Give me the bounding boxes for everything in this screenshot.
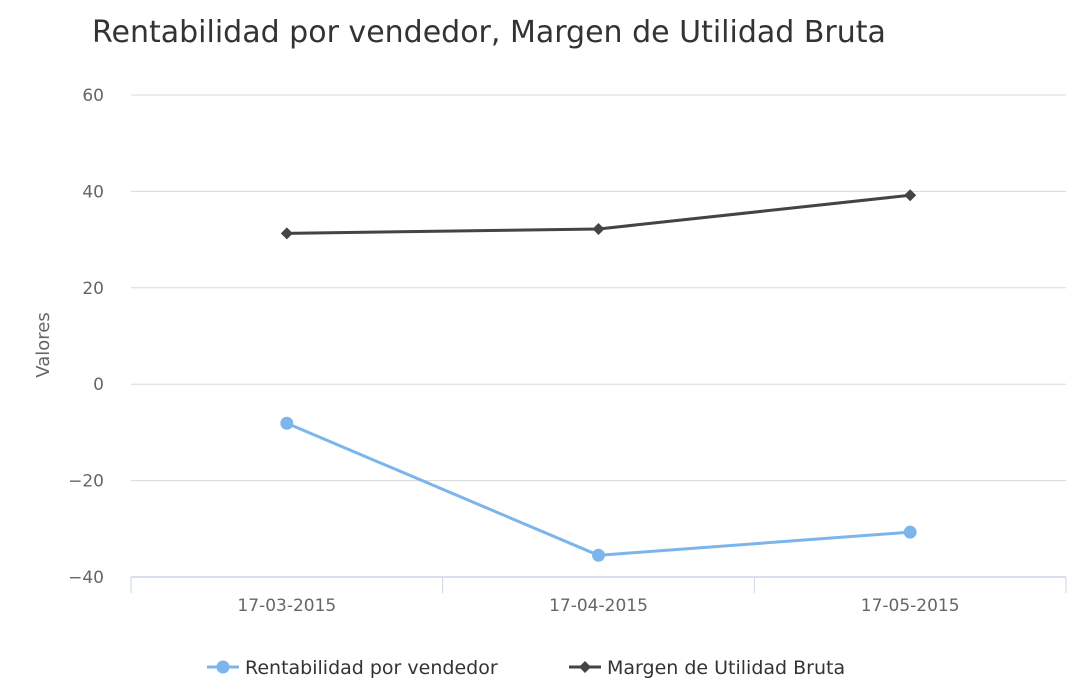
y-tick-label: −20 [68, 472, 104, 492]
legend-marker [579, 661, 591, 673]
y-tick-label: 40 [82, 182, 104, 202]
legend-item[interactable]: Margen de Utilidad Bruta [569, 657, 845, 679]
series-margen-de-utilidad-bruta[interactable] [280, 189, 917, 240]
data-point[interactable] [280, 227, 293, 240]
data-point[interactable] [280, 416, 294, 430]
y-tick-label: 0 [93, 375, 104, 395]
legend-item[interactable]: Rentabilidad por vendedor [207, 657, 498, 679]
legend-label: Margen de Utilidad Bruta [607, 657, 845, 679]
data-point[interactable] [904, 189, 917, 202]
chart-title: Rentabilidad por vendedor, Margen de Uti… [92, 15, 886, 50]
y-tick-label: 20 [82, 279, 104, 299]
y-tick-label: −40 [68, 568, 104, 588]
series-rentabilidad-por-vendedor[interactable] [280, 416, 917, 562]
legend-label: Rentabilidad por vendedor [245, 657, 498, 679]
x-tick-label: 17-03-2015 [237, 596, 336, 616]
data-point[interactable] [592, 548, 605, 562]
series-line [286, 421, 911, 557]
legend-marker [216, 660, 230, 674]
y-tick-label: 60 [82, 86, 104, 106]
data-point[interactable] [903, 525, 917, 539]
y-axis-title: Valores [33, 312, 54, 377]
x-tick-label: 17-05-2015 [861, 596, 960, 616]
data-point[interactable] [592, 222, 605, 235]
x-tick-label: 17-04-2015 [549, 596, 648, 616]
